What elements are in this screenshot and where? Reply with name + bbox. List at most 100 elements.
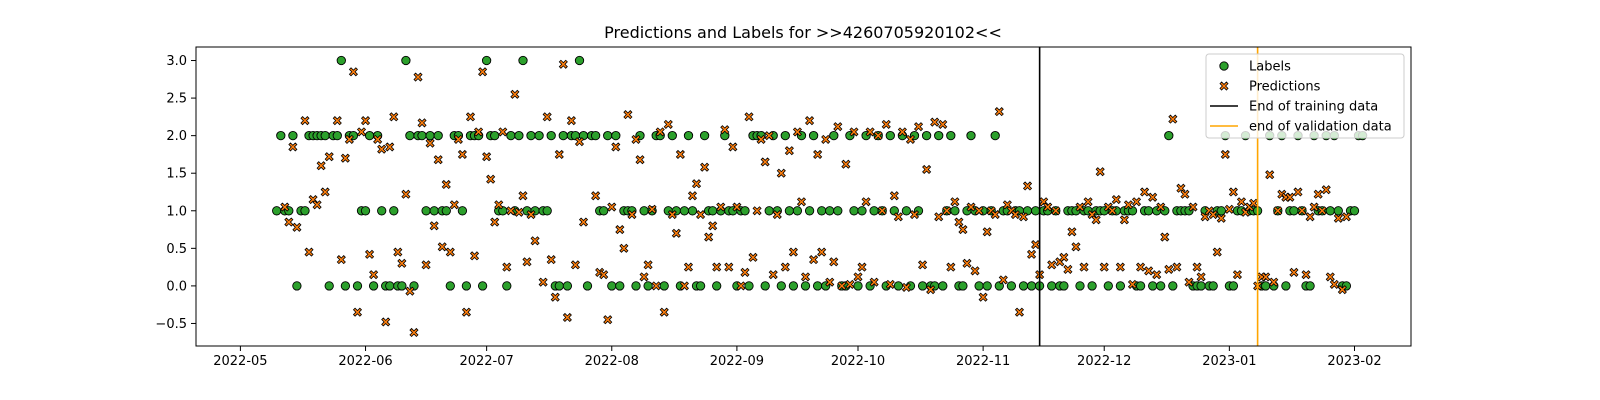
label-point bbox=[542, 206, 552, 216]
prediction-point bbox=[1160, 232, 1170, 242]
prediction-point bbox=[288, 142, 298, 152]
prediction-point bbox=[938, 119, 948, 129]
label-point bbox=[921, 130, 932, 141]
prediction-point bbox=[1115, 262, 1125, 272]
x-tick-label: 2022-10 bbox=[831, 354, 885, 369]
label-point bbox=[461, 281, 472, 291]
x-tick-label: 2023-02 bbox=[1327, 354, 1381, 369]
prediction-point bbox=[655, 127, 665, 137]
label-point bbox=[744, 281, 754, 291]
x-tick-label: 2022-12 bbox=[1077, 354, 1131, 369]
prediction-point bbox=[1208, 209, 1218, 220]
prediction-point bbox=[639, 272, 649, 282]
prediction-point bbox=[1216, 213, 1226, 223]
prediction-point bbox=[340, 153, 350, 163]
prediction-point bbox=[369, 270, 379, 280]
prediction-point bbox=[1172, 262, 1182, 272]
legend-entry-label: end of validation data bbox=[1249, 120, 1392, 135]
label-point bbox=[1135, 281, 1146, 291]
label-point bbox=[1196, 281, 1206, 291]
prediction-point bbox=[574, 137, 585, 147]
label-point bbox=[974, 281, 984, 291]
label-point bbox=[966, 130, 976, 141]
label-point bbox=[699, 130, 710, 141]
label-point bbox=[659, 281, 669, 291]
prediction-point bbox=[1305, 212, 1315, 222]
prediction-point bbox=[360, 116, 371, 126]
prediction-point bbox=[946, 262, 956, 272]
label-point bbox=[441, 206, 451, 216]
prediction-point bbox=[998, 275, 1008, 285]
prediction-point bbox=[643, 260, 653, 270]
prediction-point bbox=[413, 72, 423, 82]
legend-predictions-marker bbox=[1219, 81, 1229, 91]
prediction-point bbox=[1196, 272, 1206, 282]
legend-entry-label: End of training data bbox=[1249, 100, 1378, 115]
prediction-point bbox=[1079, 262, 1089, 272]
prediction-point bbox=[292, 222, 302, 232]
prediction-point bbox=[1297, 206, 1307, 216]
prediction-point bbox=[401, 189, 411, 199]
label-point bbox=[800, 281, 811, 291]
prediction-point bbox=[1269, 277, 1279, 287]
label-point bbox=[825, 206, 835, 216]
prediction-point bbox=[841, 159, 851, 169]
prediction-point bbox=[913, 122, 924, 132]
prediction-point bbox=[453, 134, 463, 144]
legend: Labels Predictions End of training data end… bbox=[1205, 53, 1405, 139]
prediction-point bbox=[284, 217, 294, 227]
prediction-point bbox=[332, 116, 342, 126]
label-point bbox=[833, 206, 843, 216]
label-point bbox=[336, 55, 346, 66]
prediction-point bbox=[708, 221, 718, 231]
prediction-point bbox=[518, 191, 528, 201]
prediction-point bbox=[930, 117, 940, 127]
prediction-point bbox=[445, 247, 455, 257]
label-point bbox=[990, 130, 1000, 141]
x-tick-label: 2023-01 bbox=[1202, 354, 1256, 369]
prediction-point bbox=[599, 270, 609, 280]
prediction-point bbox=[393, 247, 403, 257]
label-point bbox=[425, 130, 435, 141]
prediction-point bbox=[1051, 206, 1061, 216]
prediction-point bbox=[365, 249, 375, 259]
x-tick-label: 2022-07 bbox=[459, 354, 513, 369]
label-point bbox=[1075, 281, 1085, 291]
label-point bbox=[332, 130, 342, 141]
label-point bbox=[481, 55, 492, 66]
label-point bbox=[401, 55, 411, 66]
label-point bbox=[352, 281, 363, 291]
prediction-point bbox=[1107, 206, 1117, 216]
prediction-point bbox=[728, 142, 738, 152]
label-point bbox=[506, 130, 516, 141]
label-point bbox=[792, 206, 803, 216]
prediction-point bbox=[1164, 264, 1174, 274]
label-point bbox=[433, 130, 443, 141]
label-point bbox=[808, 130, 819, 141]
prediction-point bbox=[994, 107, 1004, 117]
label-point bbox=[812, 281, 823, 291]
prediction-point bbox=[780, 262, 790, 272]
prediction-point bbox=[377, 144, 387, 154]
prediction-point bbox=[1071, 242, 1081, 252]
label-point bbox=[788, 281, 799, 291]
prediction-point bbox=[320, 187, 330, 197]
prediction-point bbox=[744, 112, 754, 122]
label-point bbox=[324, 281, 334, 291]
prediction-point bbox=[554, 149, 564, 159]
label-point bbox=[695, 281, 706, 291]
label-point bbox=[760, 281, 770, 291]
legend-labels-marker bbox=[1219, 61, 1229, 71]
prediction-point bbox=[441, 179, 451, 190]
label-point bbox=[502, 281, 512, 291]
prediction-point bbox=[607, 202, 617, 212]
prediction-point bbox=[893, 212, 903, 222]
prediction-point bbox=[1289, 267, 1299, 277]
prediction-point bbox=[385, 142, 395, 152]
label-point bbox=[490, 130, 500, 141]
prediction-point bbox=[756, 134, 766, 144]
label-point bbox=[1103, 281, 1113, 291]
label-point bbox=[1305, 281, 1315, 291]
prediction-point bbox=[829, 257, 839, 267]
